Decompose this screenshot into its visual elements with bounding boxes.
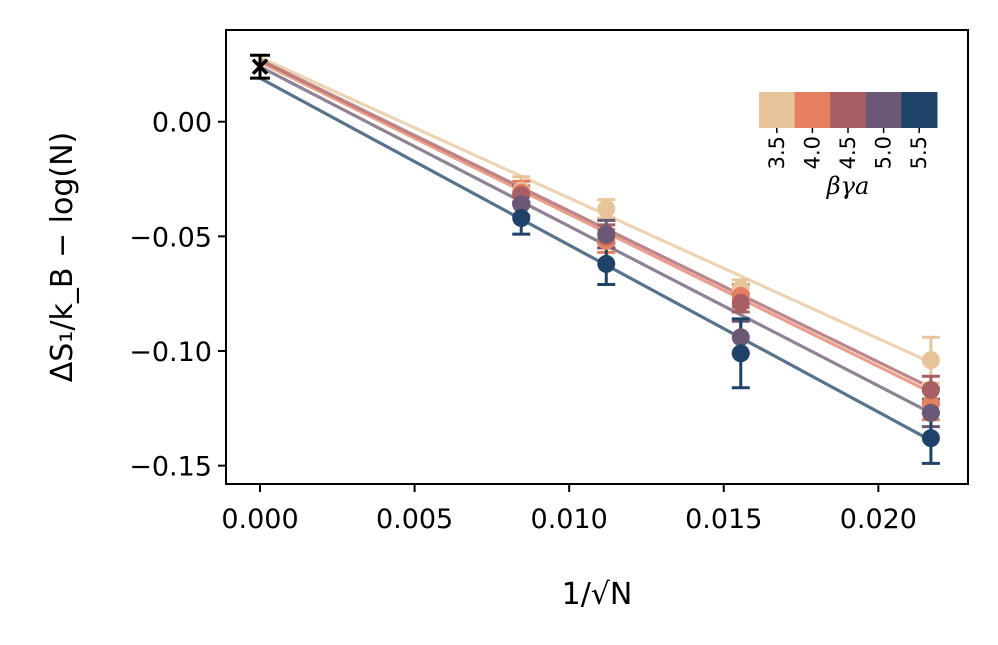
x-tick-label-1: 0.005: [376, 504, 453, 535]
y-axis-ticks: 0.00 −0.05 −0.10 −0.15: [129, 108, 226, 483]
y-tick-label-1: −0.05: [129, 222, 212, 253]
data-point-5.0-2: [731, 328, 750, 347]
data-point-5.5-1: [597, 254, 616, 273]
y-tick-label-3: −0.15: [129, 452, 212, 483]
colorbar-swatch-3.5: [759, 92, 796, 128]
colorbar-tick-label-3: 5.0: [872, 136, 896, 169]
fit-line-5.0: [259, 65, 932, 415]
data-point-4.5-3: [921, 380, 940, 399]
extrapolated-x-marker: [251, 58, 269, 75]
extrapolated-point: [250, 53, 271, 80]
data-point-3.5-1: [597, 199, 616, 218]
colorbar-tick-label-0: 3.5: [765, 136, 789, 169]
data-point-5.0-0: [512, 195, 531, 214]
colorbar-tick-label-1: 4.0: [800, 136, 824, 169]
y-tick-label-0: 0.00: [152, 108, 212, 139]
fit-line-5.5: [259, 76, 932, 442]
x-tick-label-2: 0.010: [531, 504, 608, 535]
y-tick-label-2: −0.10: [129, 337, 212, 368]
data-point-5.0-3: [921, 403, 940, 422]
data-points: [512, 181, 940, 448]
fit-lines: [259, 56, 932, 442]
data-point-4.5-2: [731, 293, 750, 312]
x-tick-label-4: 0.020: [840, 504, 917, 535]
colorbar-swatch-4.5: [830, 92, 867, 128]
plot-frame: [225, 29, 969, 485]
data-point-5.5-0: [512, 209, 531, 228]
x-axis-ticks: 0.000 0.005 0.010 0.015 0.020: [221, 484, 917, 535]
data-point-5.5-2: [731, 344, 750, 363]
x-tick-label-3: 0.015: [685, 504, 762, 535]
data-point-5.5-3: [921, 429, 940, 448]
x-tick-label-0: 0.000: [221, 504, 298, 535]
fit-line-4.5: [259, 58, 932, 390]
colorbar-swatch-5.0: [865, 92, 902, 128]
data-point-5.0-1: [597, 225, 616, 244]
error-bars: [512, 175, 940, 465]
x-axis-label: 1/√N: [562, 577, 633, 612]
fit-line-4.0: [259, 60, 932, 394]
data-point-3.5-3: [921, 351, 940, 370]
colorbar-tick-label-2: 4.5: [836, 136, 860, 169]
colorbar-title: βγa: [826, 172, 870, 200]
colorbar-tick-label-4: 5.5: [907, 136, 931, 169]
colorbar: 3.5 4.0 4.5 5.0 5.5: [759, 92, 938, 169]
colorbar-swatch-4.0: [794, 92, 831, 128]
colorbar-swatch-5.5: [901, 92, 938, 128]
y-axis-label: ΔS₁/k_B − log(N): [45, 132, 80, 382]
fit-line-3.5: [259, 56, 932, 364]
